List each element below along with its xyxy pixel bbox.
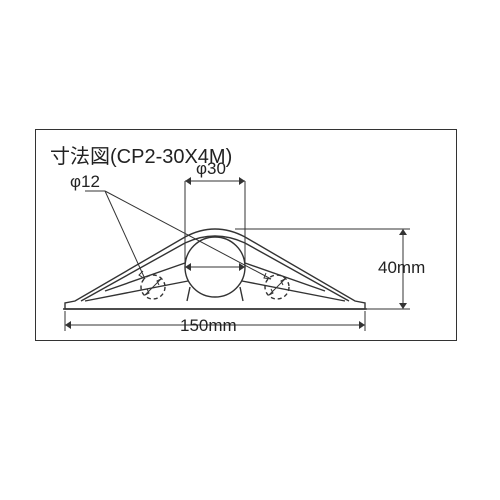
phi12-label: φ12 [70,172,100,192]
phi30-label: φ30 [196,159,226,179]
cross-section-svg [35,129,455,339]
canvas: { "figure": { "type": "diagram", "title"… [0,0,500,500]
width-label: 150mm [180,316,237,336]
height-label: 40mm [378,258,425,278]
